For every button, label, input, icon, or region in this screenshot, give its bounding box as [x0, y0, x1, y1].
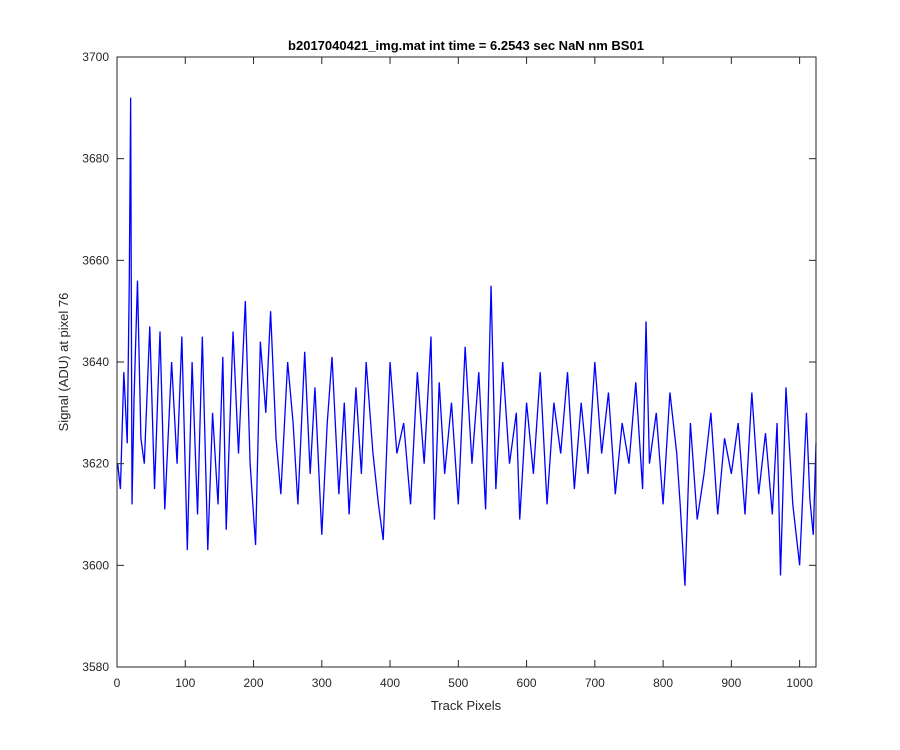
y-tick-label: 3600	[82, 558, 109, 572]
y-tick-label: 3660	[82, 253, 109, 267]
x-ticks: 0 100 200 300 400 500 600 700 800 900 1000	[114, 57, 813, 690]
y-axis-label: Signal (ADU) at pixel 76	[56, 293, 71, 432]
x-tick-label: 500	[448, 676, 468, 690]
y-tick-label: 3680	[82, 152, 109, 166]
x-tick-label: 700	[585, 676, 605, 690]
chart-title: b2017040421_img.mat int time = 6.2543 se…	[288, 38, 644, 53]
y-tick-label: 3640	[82, 355, 109, 369]
x-axis-label: Track Pixels	[431, 698, 502, 713]
y-tick-label: 3580	[82, 660, 109, 674]
x-tick-label: 400	[380, 676, 400, 690]
x-tick-label: 0	[114, 676, 121, 690]
x-tick-label: 300	[312, 676, 332, 690]
y-tick-label: 3700	[82, 50, 109, 64]
x-tick-label: 200	[244, 676, 264, 690]
x-tick-label: 600	[517, 676, 537, 690]
series-layer	[117, 97, 817, 586]
y-tick-label: 3620	[82, 457, 109, 471]
x-tick-label: 900	[721, 676, 741, 690]
x-tick-label: 100	[175, 676, 195, 690]
series-line	[117, 97, 817, 586]
x-tick-label: 1000	[786, 676, 813, 690]
x-tick-label: 800	[653, 676, 673, 690]
y-ticks: 3580 3600 3620 3640 3660 3680 3700	[82, 50, 816, 674]
